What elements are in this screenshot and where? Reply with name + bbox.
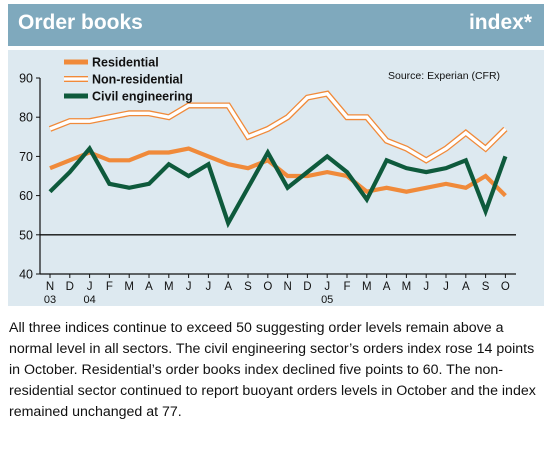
x-tick-label: A — [462, 281, 470, 293]
chart-caption: All three indices continue to exceed 50 … — [9, 320, 536, 420]
x-year-label: 05 — [321, 294, 333, 306]
chart-header: Order books index* — [8, 4, 544, 46]
x-tick-label: N — [46, 281, 54, 293]
x-tick-label: J — [206, 281, 212, 293]
x-tick-label: A — [224, 281, 232, 293]
x-tick-label: M — [402, 281, 412, 293]
x-tick-label: S — [482, 281, 490, 293]
legend-label-non-residential: Non-residential — [92, 73, 183, 87]
x-tick-label: N — [283, 281, 291, 293]
x-tick-label: S — [244, 281, 252, 293]
x-tick-label: M — [164, 281, 174, 293]
y-tick-label: 50 — [19, 228, 33, 242]
x-tick-label: J — [87, 281, 93, 293]
x-year-label: 04 — [83, 294, 95, 306]
y-tick-label: 40 — [19, 268, 33, 282]
series-line-non-residential-outline — [48, 90, 508, 164]
y-tick-label: 70 — [19, 150, 33, 164]
legend-label-civil-engineering: Civil engineering — [92, 90, 193, 104]
x-tick-label: J — [324, 281, 330, 293]
x-tick-label: M — [362, 281, 372, 293]
y-tick-label: 90 — [19, 72, 33, 86]
x-tick-label: M — [124, 281, 134, 293]
series-line-non-residential-fill — [49, 91, 507, 163]
x-tick-label: O — [501, 281, 510, 293]
x-tick-label: F — [106, 281, 113, 293]
x-tick-label: O — [263, 281, 272, 293]
series-line-civil-engineering — [48, 144, 508, 229]
x-year-label: 03 — [44, 294, 56, 306]
chart-panel — [8, 50, 544, 306]
x-tick-label: D — [66, 281, 74, 293]
x-tick-label: F — [343, 281, 350, 293]
x-tick-label: D — [303, 281, 311, 293]
x-tick-label: A — [383, 281, 391, 293]
legend-label-residential: Residential — [92, 56, 159, 70]
chart-unit-label: index* — [468, 11, 532, 34]
y-tick-label: 60 — [19, 189, 33, 203]
x-tick-label: J — [443, 281, 449, 293]
x-tick-label: A — [145, 281, 153, 293]
x-tick-label: J — [186, 281, 192, 293]
chart-title: Order books — [18, 11, 143, 34]
source-note: Source: Experian (CFR) — [388, 70, 500, 82]
y-tick-label: 80 — [19, 111, 33, 125]
x-tick-label: J — [423, 281, 429, 293]
